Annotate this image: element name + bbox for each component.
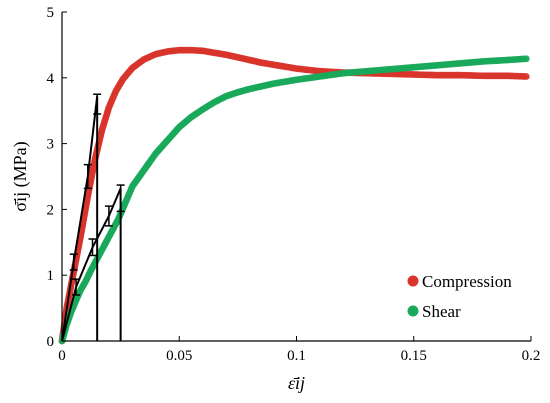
error-bar-line-1 [61, 93, 102, 342]
y-axis-title: σ̄ij (MPa) [10, 141, 31, 211]
legend-marker-compression [407, 275, 419, 287]
y-tick-label: 3 [47, 137, 55, 153]
data-point [522, 55, 530, 63]
x-tick-label: 0.05 [166, 348, 192, 364]
legend: Compression Shear [407, 272, 512, 321]
y-tick-label: 1 [47, 268, 55, 284]
legend-label-shear: Shear [422, 302, 461, 321]
y-tick-label: 4 [47, 71, 55, 87]
x-tick-label: 0.2 [522, 348, 541, 364]
error-bar-line-2 [61, 184, 125, 342]
y-tick-label: 0 [47, 334, 55, 350]
y-tick-label: 5 [47, 5, 55, 21]
x-tick-label: 0.15 [401, 348, 427, 364]
error-bar-polyline [61, 187, 122, 342]
series-shear [58, 55, 530, 345]
y-tick-label: 2 [47, 202, 55, 218]
legend-label-compression: Compression [422, 272, 512, 291]
legend-marker-shear [407, 305, 419, 317]
x-tick-label: 0 [58, 348, 66, 364]
data-point [522, 73, 530, 80]
plot-area [58, 46, 530, 345]
x-tick-label: 0.1 [287, 348, 306, 364]
ticks: 0 0.05 0.1 0.15 0.2 0 1 2 3 4 5 [47, 5, 541, 364]
x-axis-title: ε̄ij [288, 373, 305, 393]
